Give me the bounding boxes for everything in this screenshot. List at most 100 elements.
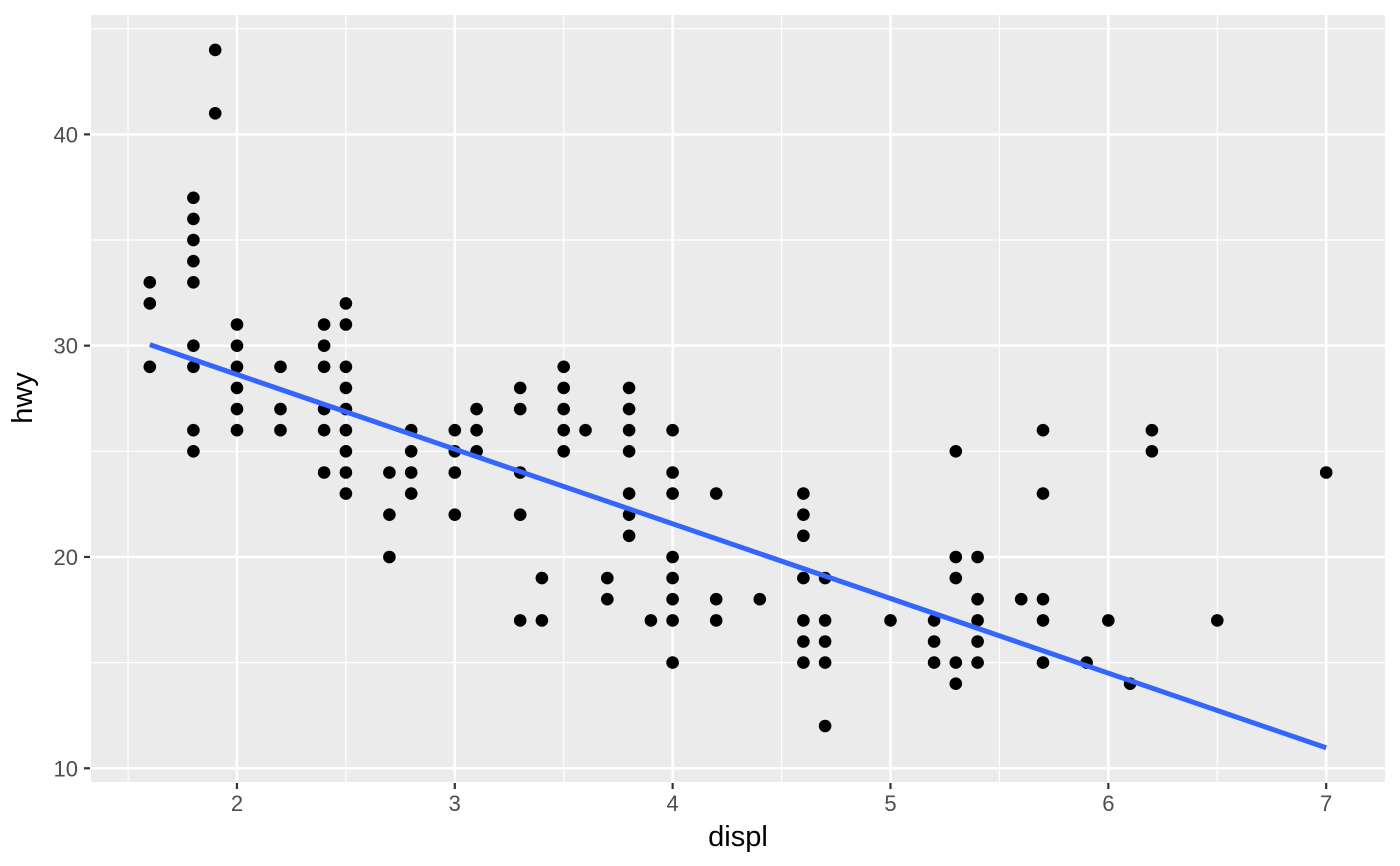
data-point: [666, 614, 679, 627]
data-point: [1036, 423, 1050, 437]
data-point: [1036, 656, 1050, 669]
data-point: [622, 445, 636, 458]
data-point: [557, 360, 570, 374]
data-point: [622, 381, 636, 395]
data-point: [797, 635, 810, 648]
data-point: [949, 677, 963, 690]
x-tick-label: 6: [1102, 791, 1114, 816]
data-point: [448, 423, 462, 437]
data-point: [557, 445, 570, 458]
x-tick-label: 2: [231, 791, 243, 816]
data-point: [383, 550, 396, 564]
data-point: [513, 381, 527, 395]
data-point: [797, 529, 810, 543]
data-point: [230, 318, 244, 331]
data-point: [339, 466, 353, 479]
data-point: [208, 107, 222, 120]
data-point: [383, 466, 396, 479]
data-point: [1014, 592, 1028, 606]
data-point: [187, 445, 200, 458]
x-tick-label: 5: [884, 791, 896, 816]
data-point: [339, 423, 353, 437]
data-point: [187, 360, 200, 374]
data-point: [470, 423, 483, 437]
data-point: [448, 466, 462, 479]
data-point: [230, 360, 244, 374]
plot-panel: [91, 15, 1385, 782]
y-tick-label: 40: [54, 122, 78, 147]
data-point: [404, 445, 418, 458]
data-point: [187, 254, 200, 268]
data-point: [666, 656, 679, 669]
regression-line: [149, 342, 1327, 751]
data-point: [622, 529, 636, 543]
data-point: [535, 614, 549, 627]
data-point: [666, 487, 679, 500]
data-point: [339, 381, 353, 395]
y-tick-label: 30: [54, 334, 78, 359]
data-point: [601, 571, 614, 585]
data-point: [274, 402, 287, 416]
data-point: [1102, 614, 1115, 627]
data-point: [927, 614, 941, 627]
data-point: [143, 360, 157, 374]
data-point: [143, 297, 157, 310]
data-point: [317, 360, 331, 374]
data-point: [1036, 592, 1050, 606]
data-point: [230, 402, 244, 416]
data-point: [797, 656, 810, 669]
y-tick-label: 10: [54, 756, 78, 781]
data-point: [187, 233, 200, 247]
data-point: [797, 487, 810, 500]
data-point: [274, 423, 287, 437]
x-axis-title: displ: [708, 821, 768, 853]
data-point: [317, 339, 331, 353]
data-point: [557, 381, 570, 395]
data-point: [818, 635, 832, 648]
data-point: [971, 635, 984, 648]
data-point: [1211, 614, 1224, 627]
data-point: [884, 614, 897, 627]
data-point: [404, 466, 418, 479]
data-point: [666, 423, 679, 437]
data-point: [622, 423, 636, 437]
data-point: [971, 656, 984, 669]
data-point: [339, 360, 353, 374]
data-point: [187, 276, 200, 289]
data-point: [557, 402, 570, 416]
data-point: [448, 508, 462, 521]
data-point: [949, 445, 963, 458]
data-point: [622, 487, 636, 500]
data-point: [339, 487, 353, 500]
y-tick-label: 20: [54, 545, 78, 570]
data-point: [971, 592, 984, 606]
data-point: [317, 423, 331, 437]
data-point: [1319, 466, 1333, 479]
data-point: [666, 466, 679, 479]
data-point: [187, 423, 200, 437]
data-point: [557, 423, 570, 437]
data-point: [709, 592, 723, 606]
data-point: [513, 508, 527, 521]
data-point: [339, 318, 353, 331]
data-point: [797, 614, 810, 627]
points-layer: [143, 43, 1333, 733]
data-point: [927, 635, 941, 648]
data-point: [818, 656, 832, 669]
data-point: [971, 550, 984, 564]
data-point: [230, 423, 244, 437]
data-point: [949, 550, 963, 564]
data-point: [709, 614, 723, 627]
data-point: [535, 571, 549, 585]
data-point: [949, 656, 963, 669]
data-point: [579, 423, 592, 437]
data-point: [187, 191, 200, 205]
data-point: [317, 318, 331, 331]
y-axis-title: hwy: [7, 372, 39, 424]
data-point: [753, 592, 767, 606]
data-point: [644, 614, 658, 627]
x-tick-label: 4: [667, 791, 679, 816]
data-point: [666, 592, 679, 606]
